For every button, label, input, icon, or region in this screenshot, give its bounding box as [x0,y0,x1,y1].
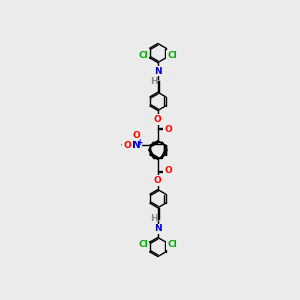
Text: H: H [150,214,158,223]
Text: N: N [132,140,141,151]
Text: +: + [136,137,142,146]
Text: O: O [133,131,140,140]
Text: N: N [154,67,162,76]
Text: −: − [119,139,131,152]
Text: O: O [154,115,162,124]
Text: Cl: Cl [167,51,177,60]
Text: O: O [164,125,172,134]
Text: Cl: Cl [139,240,148,249]
Text: H: H [150,77,158,86]
Text: O: O [123,141,131,150]
Text: O: O [154,176,162,185]
Text: O: O [164,166,172,175]
Text: N: N [154,224,162,233]
Text: Cl: Cl [139,51,148,60]
Text: Cl: Cl [167,240,177,249]
